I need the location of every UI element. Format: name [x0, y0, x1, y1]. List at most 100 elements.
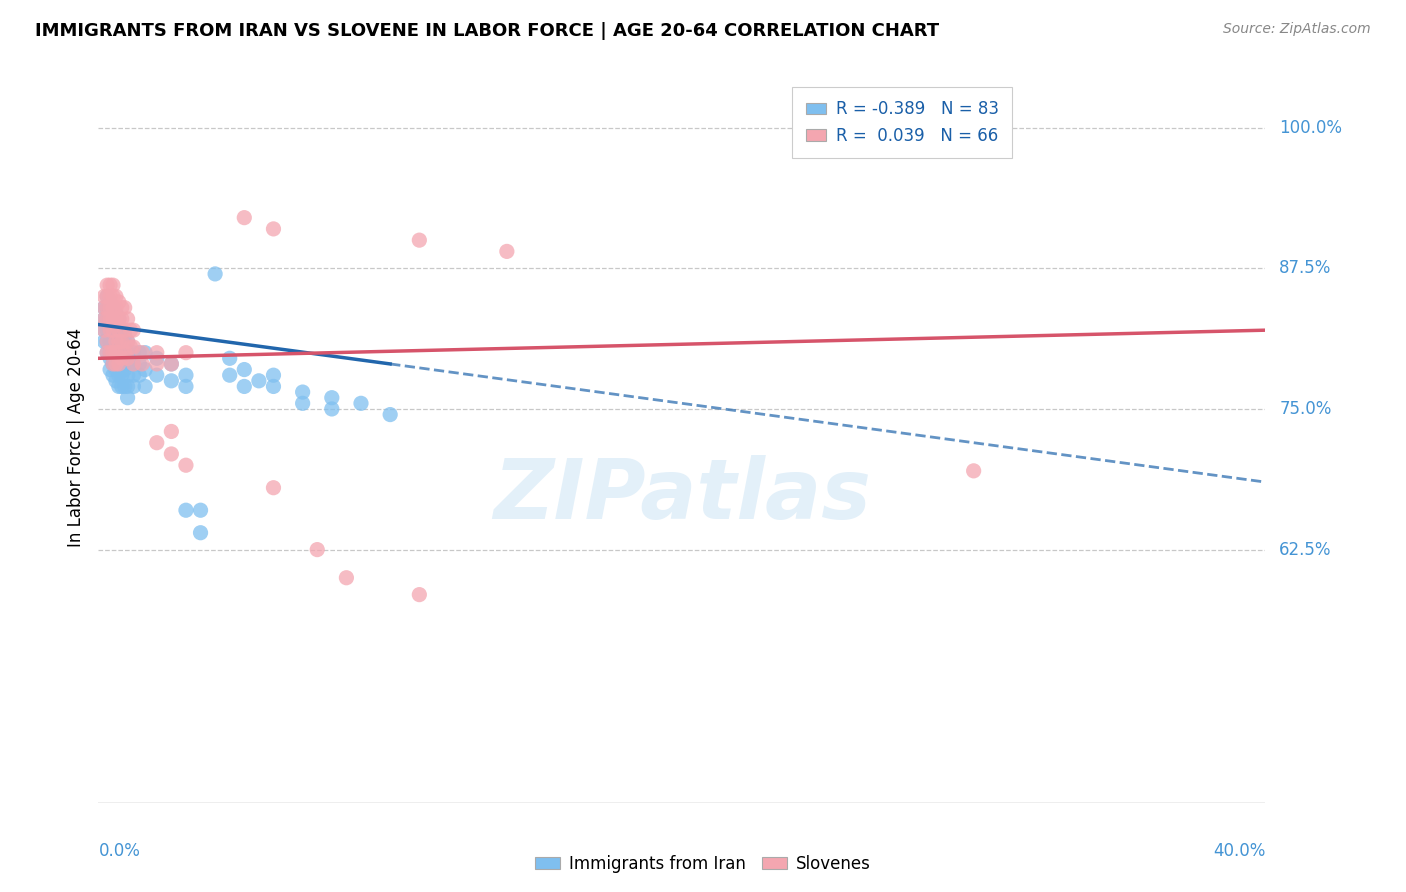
- Point: [190, 503, 212, 517]
- Point: [111, 357, 134, 371]
- Point: [233, 362, 256, 376]
- Point: [128, 357, 150, 371]
- Point: [104, 374, 127, 388]
- Point: [174, 503, 197, 517]
- Point: [111, 351, 134, 366]
- Point: [104, 334, 127, 349]
- Point: [146, 345, 169, 359]
- Point: [96, 289, 118, 303]
- Point: [291, 396, 314, 410]
- Point: [96, 278, 118, 293]
- Point: [111, 379, 134, 393]
- Text: ZIPatlas: ZIPatlas: [494, 455, 870, 536]
- Point: [350, 396, 373, 410]
- Point: [111, 368, 134, 383]
- Point: [117, 368, 139, 383]
- Point: [117, 351, 139, 366]
- Point: [101, 334, 124, 349]
- Point: [146, 351, 169, 366]
- Point: [131, 345, 153, 359]
- Point: [101, 357, 124, 371]
- Point: [108, 323, 131, 337]
- Point: [98, 295, 121, 310]
- Point: [262, 379, 284, 393]
- Point: [98, 351, 121, 366]
- Point: [122, 357, 145, 371]
- Point: [174, 379, 197, 393]
- Point: [128, 345, 150, 359]
- Point: [108, 357, 131, 371]
- Point: [146, 357, 169, 371]
- Point: [114, 340, 136, 354]
- Point: [101, 345, 124, 359]
- Point: [233, 379, 256, 393]
- Point: [131, 357, 153, 371]
- Point: [380, 408, 402, 422]
- Point: [93, 289, 115, 303]
- Point: [218, 368, 240, 383]
- Point: [247, 374, 270, 388]
- Point: [108, 368, 131, 383]
- Point: [134, 362, 156, 376]
- Point: [174, 345, 197, 359]
- Point: [104, 289, 127, 303]
- Point: [98, 362, 121, 376]
- Point: [98, 323, 121, 337]
- Point: [98, 289, 121, 303]
- Point: [96, 334, 118, 349]
- Point: [111, 334, 134, 349]
- Text: 62.5%: 62.5%: [1279, 541, 1331, 558]
- Text: 87.5%: 87.5%: [1279, 260, 1331, 277]
- Point: [104, 351, 127, 366]
- Point: [218, 351, 240, 366]
- Text: 75.0%: 75.0%: [1279, 400, 1331, 418]
- Point: [114, 379, 136, 393]
- Point: [408, 588, 430, 602]
- Point: [120, 323, 142, 337]
- Point: [108, 345, 131, 359]
- Point: [101, 289, 124, 303]
- Point: [111, 323, 134, 337]
- Point: [114, 362, 136, 376]
- Point: [104, 312, 127, 326]
- Point: [117, 345, 139, 359]
- Point: [108, 334, 131, 349]
- Point: [104, 318, 127, 332]
- Point: [96, 312, 118, 326]
- Point: [160, 357, 183, 371]
- Point: [96, 345, 118, 359]
- Point: [262, 222, 284, 236]
- Point: [98, 334, 121, 349]
- Point: [93, 312, 115, 326]
- Point: [134, 379, 156, 393]
- Point: [335, 571, 357, 585]
- Point: [120, 340, 142, 354]
- Point: [114, 323, 136, 337]
- Point: [104, 345, 127, 359]
- Point: [160, 374, 183, 388]
- Text: 40.0%: 40.0%: [1213, 842, 1265, 860]
- Point: [101, 357, 124, 371]
- Point: [101, 323, 124, 337]
- Point: [98, 278, 121, 293]
- Point: [108, 323, 131, 337]
- Point: [122, 357, 145, 371]
- Point: [117, 312, 139, 326]
- Point: [122, 340, 145, 354]
- Point: [96, 345, 118, 359]
- Point: [101, 312, 124, 326]
- Point: [108, 295, 131, 310]
- Point: [134, 345, 156, 359]
- Point: [104, 301, 127, 315]
- Point: [111, 312, 134, 326]
- Point: [408, 233, 430, 247]
- Point: [93, 301, 115, 315]
- Point: [108, 345, 131, 359]
- Point: [114, 301, 136, 315]
- Point: [93, 323, 115, 337]
- Point: [160, 357, 183, 371]
- Point: [104, 306, 127, 320]
- Point: [93, 312, 115, 326]
- Point: [117, 357, 139, 371]
- Text: IMMIGRANTS FROM IRAN VS SLOVENE IN LABOR FORCE | AGE 20-64 CORRELATION CHART: IMMIGRANTS FROM IRAN VS SLOVENE IN LABOR…: [35, 22, 939, 40]
